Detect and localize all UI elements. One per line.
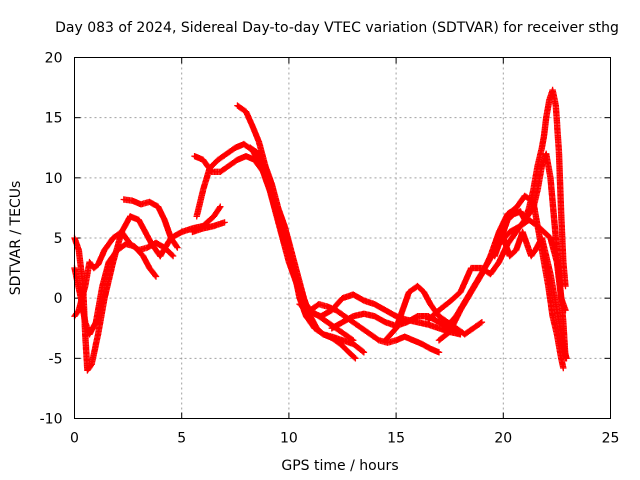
marker-trail [500, 228, 570, 362]
series-track-10 [247, 144, 443, 356]
chart-title: Day 083 of 2024, Sidereal Day-to-day VTE… [55, 20, 619, 36]
x-tick-label: 20 [494, 431, 512, 447]
marker-trail [491, 86, 569, 290]
y-tick-label: 5 [54, 231, 63, 247]
x-tick-label: 5 [177, 431, 186, 447]
y-tick-label: 10 [45, 171, 63, 187]
tick-labels: 0 5 10 15 20 25 -10 -5 0 5 10 15 20 [40, 51, 620, 447]
marker-trail [435, 192, 567, 372]
x-tick-label: 0 [70, 431, 79, 447]
x-tick-label: 15 [387, 431, 405, 447]
series-track-6 [189, 219, 228, 236]
y-tick-label: 15 [45, 111, 63, 127]
y-tick-label: -10 [40, 412, 63, 428]
y-tick-label: -5 [49, 351, 63, 367]
y-tick-label: 0 [54, 291, 63, 307]
y-axis-label: SDTVAR / TECUs [8, 181, 24, 296]
x-tick-label: 10 [280, 431, 298, 447]
grid [74, 57, 611, 419]
plot-frame [74, 57, 611, 419]
marker-trail [247, 144, 443, 356]
x-axis-label: GPS time / hours [281, 458, 398, 474]
marker-trail [189, 219, 228, 236]
series-track-18 [500, 228, 570, 362]
data-markers [71, 86, 570, 374]
y-tick-label: 20 [45, 51, 63, 67]
series-track-17 [491, 86, 569, 290]
x-tick-label: 25 [602, 431, 620, 447]
series-track-15 [435, 192, 567, 372]
